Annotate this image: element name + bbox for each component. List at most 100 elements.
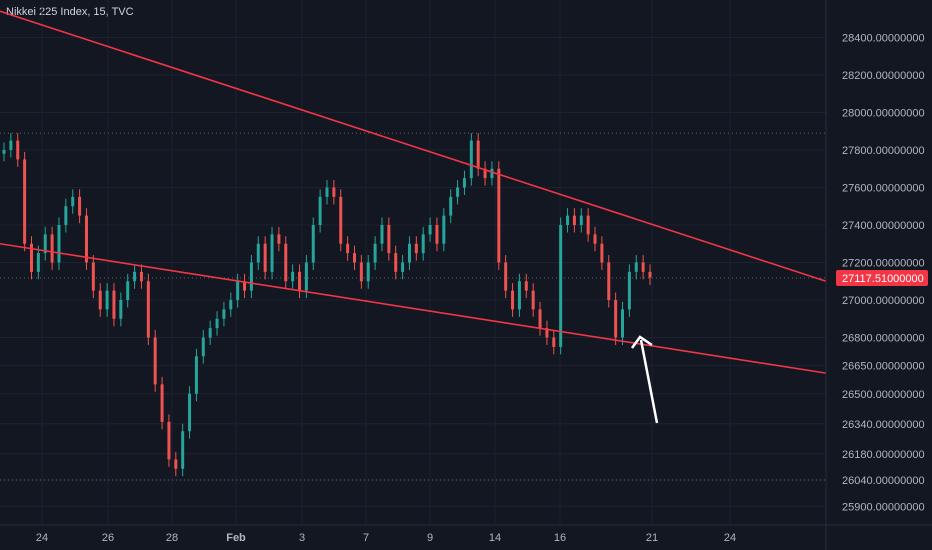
y-tick-label: 26040.00000000 — [842, 475, 925, 487]
candle-body — [359, 262, 363, 282]
candle-body — [119, 300, 123, 319]
annotation-arrow-head — [630, 335, 653, 349]
candle-body — [284, 243, 288, 282]
candle-body — [291, 271, 295, 282]
candle-body — [153, 337, 157, 385]
candle-body — [593, 234, 597, 244]
candle-body — [71, 196, 75, 207]
y-tick-label: 26800.00000000 — [842, 333, 925, 345]
candle-body — [229, 300, 233, 310]
candle-body — [586, 215, 590, 235]
candle-body — [201, 337, 205, 357]
y-tick-label: 26340.00000000 — [842, 419, 925, 431]
candle-body — [133, 271, 137, 282]
candle-body — [36, 253, 40, 272]
y-tick-label: 28200.00000000 — [842, 70, 925, 82]
candle-body — [160, 384, 164, 422]
last-price-label: 27117.51000000 — [842, 273, 924, 285]
candle-body — [325, 187, 329, 197]
candle-body — [483, 168, 487, 179]
candle-body — [2, 150, 6, 154]
y-tick-label: 27200.00000000 — [842, 258, 925, 270]
candle-body — [277, 234, 281, 244]
candle-body — [524, 281, 528, 291]
candle-body — [545, 328, 549, 338]
candle-body — [511, 290, 515, 310]
candle-body — [236, 281, 240, 300]
candle-body — [497, 168, 501, 263]
candle-body — [9, 140, 13, 150]
y-tick-label: 27400.00000000 — [842, 220, 925, 232]
candle-body — [531, 290, 535, 310]
candle-body — [256, 243, 260, 263]
candle-body — [559, 225, 563, 347]
last-price-label-bg — [836, 269, 928, 286]
candle-body — [50, 234, 54, 263]
candle-body — [98, 290, 102, 310]
candle-body — [517, 281, 521, 310]
candle-body — [614, 300, 618, 338]
y-tick-label: 26180.00000000 — [842, 449, 925, 461]
candle-body — [78, 196, 82, 216]
candle-body — [435, 225, 439, 244]
candle-body — [105, 290, 109, 310]
candle-body — [139, 271, 143, 282]
candle-body — [249, 262, 253, 291]
candle-body — [29, 243, 33, 272]
x-tick-label: 24 — [724, 532, 736, 544]
candle-body — [43, 234, 47, 254]
candle-body — [64, 206, 68, 225]
y-tick-label: 27800.00000000 — [842, 145, 925, 157]
chart-title: Nikkei 225 Index, 15, TVC — [6, 6, 134, 18]
candle-body — [476, 140, 480, 169]
y-tick-label: 28400.00000000 — [842, 33, 925, 45]
candle-body — [504, 262, 508, 291]
x-tick-label: 9 — [427, 532, 433, 544]
candle-body — [373, 243, 377, 263]
candle-body — [566, 215, 570, 225]
y-tick-label: 27000.00000000 — [842, 295, 925, 307]
y-tick-label: 26650.00000000 — [842, 361, 925, 373]
candle-body — [456, 187, 460, 197]
candle-body — [380, 225, 384, 244]
candle-body — [174, 459, 178, 469]
candle-body — [146, 281, 150, 338]
candle-body — [607, 262, 611, 300]
x-tick-label: Feb — [226, 532, 246, 544]
candle-body — [243, 281, 247, 291]
candle-body — [304, 262, 308, 291]
candle-body — [579, 215, 583, 225]
candle-body — [627, 271, 631, 310]
candle-body — [222, 309, 226, 319]
candle-body — [188, 393, 192, 432]
candle-body — [394, 253, 398, 272]
candle-body — [462, 178, 466, 188]
candle-body — [332, 187, 336, 197]
candle-body — [442, 215, 446, 244]
candle-body — [311, 225, 315, 263]
y-tick-label: 27600.00000000 — [842, 183, 925, 195]
y-tick-label: 28000.00000000 — [842, 108, 925, 120]
candle-body — [634, 262, 638, 272]
candle-body — [428, 225, 432, 235]
candle-body — [318, 196, 322, 225]
candle-body — [16, 140, 20, 160]
candle-body — [490, 168, 494, 179]
y-tick-label: 25900.00000000 — [842, 501, 925, 513]
candle-body — [621, 309, 625, 338]
candle-body — [263, 243, 267, 272]
candle-body — [91, 262, 95, 291]
candle-body — [387, 225, 391, 254]
x-tick-label: 24 — [36, 532, 48, 544]
candle-body — [298, 271, 302, 291]
candle-body — [552, 337, 556, 347]
x-tick-label: 28 — [166, 532, 178, 544]
candle-body — [641, 262, 645, 272]
candle-body — [600, 243, 604, 263]
candle-body — [538, 309, 542, 329]
candle-body — [181, 431, 185, 469]
x-tick-label: 16 — [554, 532, 566, 544]
x-tick-label: 3 — [299, 532, 305, 544]
candle-body — [572, 215, 576, 225]
